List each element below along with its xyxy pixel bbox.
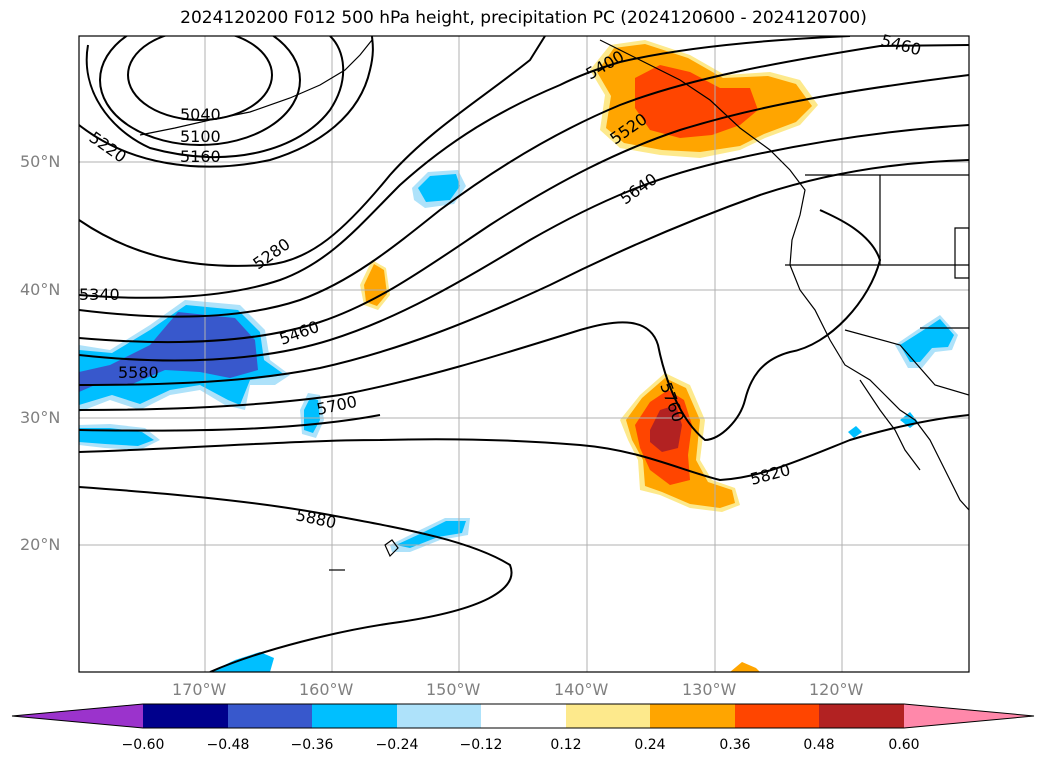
contour-label: 5820 [748, 460, 792, 489]
map-frame [78, 35, 970, 673]
colorbar-tick-label: −0.12 [459, 737, 503, 753]
lat-label: 30°N [20, 408, 61, 427]
colorbar-segment [397, 704, 481, 728]
colorbar-segment [819, 704, 904, 728]
contour-label: 5700 [315, 392, 359, 419]
contour-label: 5220 [86, 128, 130, 167]
height-contours [79, 36, 969, 672]
colorbar-tick-label: −0.24 [375, 737, 419, 753]
colorbar-extend-high [904, 704, 1034, 728]
colorbar-tick-label: −0.60 [121, 737, 165, 753]
graticule [79, 36, 969, 672]
colorbar-tick-label: 0.24 [634, 737, 666, 753]
contour-label: 5460 [879, 31, 923, 60]
colorbar-tick-label: 0.12 [550, 737, 582, 753]
contour-label: 5880 [294, 505, 338, 532]
lon-label: 150°W [426, 680, 481, 699]
coastlines [139, 39, 969, 571]
colorbar-tick-label: −0.36 [290, 737, 334, 753]
colorbar-tick-label: −0.48 [206, 737, 250, 753]
contour-label: 5340 [79, 285, 120, 304]
contour-label: 5280 [249, 234, 293, 273]
contour-label: 5580 [118, 363, 159, 382]
lat-label: 20°N [20, 535, 61, 554]
colorbar-segment [566, 704, 650, 728]
colorbar-segment [228, 704, 312, 728]
colorbar-segment [312, 704, 397, 728]
colorbar-segment [650, 704, 735, 728]
map-title: 2024120200 F012 500 hPa height, precipit… [180, 8, 867, 28]
contour-label: 5160 [180, 147, 221, 166]
lon-label: 160°W [299, 680, 354, 699]
contour-label: 5040 [180, 105, 221, 124]
colorbar-segment [735, 704, 819, 728]
contour-label: 5640 [616, 169, 660, 208]
colorbar-extend-low [12, 704, 143, 728]
lat-label: 40°N [20, 280, 61, 299]
colorbar-tick-label: 0.48 [803, 737, 835, 753]
negative-anomaly-shading [79, 170, 958, 672]
colorbar [11, 703, 1035, 729]
lon-label: 170°W [172, 680, 227, 699]
lon-label: 130°W [682, 680, 737, 699]
lon-label: 120°W [809, 680, 864, 699]
positive-anomaly-shading [360, 40, 818, 672]
lat-label: 50°N [20, 152, 61, 171]
colorbar-tick-label: 0.36 [719, 737, 751, 753]
colorbar-tick-label: 0.60 [888, 737, 920, 753]
contour-label: 5100 [180, 127, 221, 146]
colorbar-segment [143, 704, 228, 728]
colorbar-segment [481, 704, 566, 728]
lon-label: 140°W [554, 680, 609, 699]
